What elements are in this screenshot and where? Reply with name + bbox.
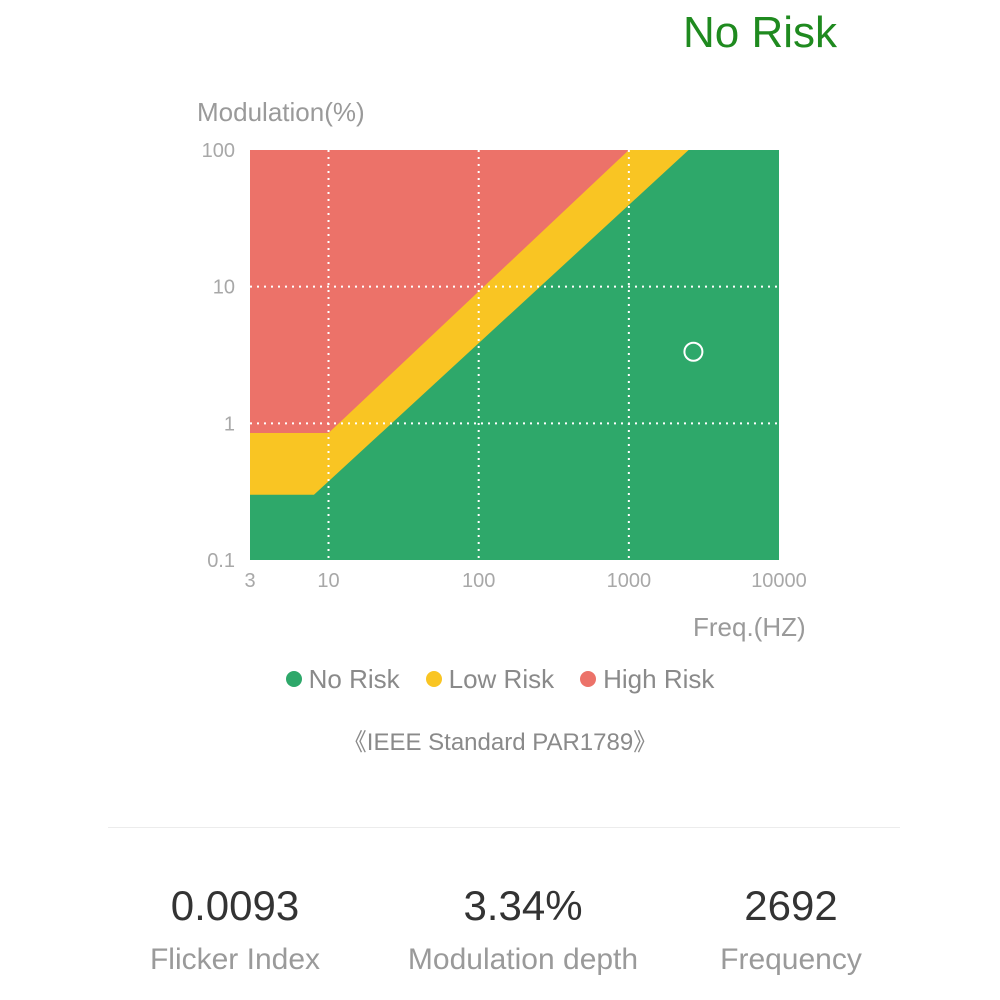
legend-label: No Risk: [308, 664, 400, 694]
x-tick-label: 10000: [751, 570, 807, 592]
stat-value: 2692: [744, 882, 838, 929]
divider: [108, 827, 900, 828]
legend-dot-icon: [425, 671, 442, 687]
y-tick-label: 0.1: [207, 550, 235, 572]
stat-value: 0.0093: [170, 882, 300, 929]
x-tick-label: 100: [462, 570, 495, 592]
stat-frequency: 2692 Frequency: [641, 878, 941, 980]
y-tick-label: 10: [213, 277, 235, 299]
region-no-risk: [250, 150, 779, 560]
legend-label: High Risk: [603, 664, 715, 694]
x-tick-label: 3: [244, 570, 255, 592]
stat-label: Flicker Index: [149, 943, 321, 976]
y-tick-label: 100: [202, 140, 235, 162]
flicker-risk-chart: 3 10 100 1000 10000 0.1 1 10 100: [202, 140, 807, 592]
x-tick-label: 1000: [607, 570, 652, 592]
risk-status-label: No Risk: [682, 8, 838, 57]
stat-modulation-depth: 3.34% Modulation depth: [373, 878, 673, 980]
legend-item-low-risk: Low Risk: [425, 662, 555, 696]
legend-item-high-risk: High Risk: [580, 662, 714, 696]
stat-flicker-index: 0.0093 Flicker Index: [85, 878, 385, 980]
measurement-point: [683, 341, 704, 362]
stat-label: Modulation depth: [407, 943, 639, 976]
legend-dot-icon: [580, 671, 597, 687]
stat-value: 3.34%: [463, 882, 583, 929]
legend-dot-icon: [285, 671, 302, 687]
y-tick-label: 1: [224, 413, 235, 435]
x-axis-title: Freq.(HZ): [693, 612, 806, 642]
standard-reference: 《IEEE Standard PAR1789》: [342, 729, 658, 756]
legend-item-no-risk: No Risk: [285, 662, 400, 696]
x-tick-label: 10: [317, 570, 339, 592]
y-axis-title: Modulation(%): [197, 97, 365, 127]
legend-label: Low Risk: [448, 664, 555, 694]
stat-label: Frequency: [720, 943, 862, 976]
chart-legend: No Risk Low Risk High Risk: [0, 662, 1000, 696]
